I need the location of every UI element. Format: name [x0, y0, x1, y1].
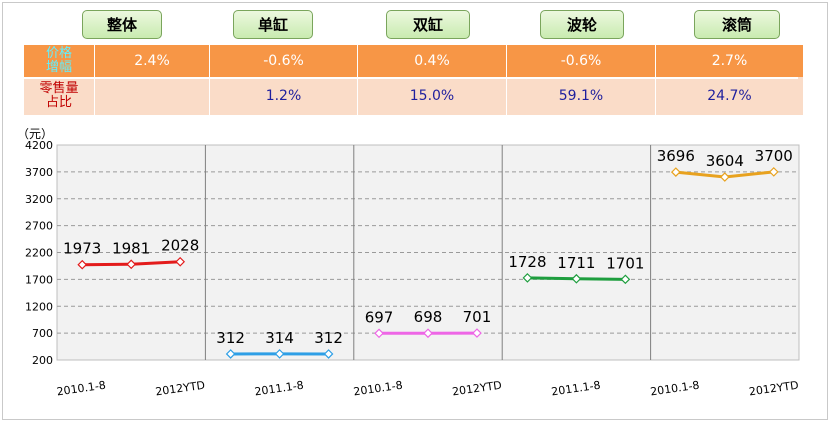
- data-label: 3696: [657, 147, 695, 165]
- data-point: [670, 167, 681, 177]
- retail-share-label-line1: 零售量: [39, 81, 79, 96]
- data-point: [126, 259, 137, 270]
- retail-share-header: 零售量 占比: [24, 77, 95, 115]
- data-point: [768, 167, 779, 177]
- price-growth-cell: -0.6%: [506, 45, 656, 77]
- data-point: [175, 256, 186, 267]
- data-point: [77, 259, 88, 270]
- data-point: [571, 273, 582, 284]
- data-label: 3604: [706, 152, 744, 170]
- price-growth-cell: 0.4%: [357, 45, 507, 77]
- data-point: [323, 349, 334, 359]
- data-label: 312: [314, 329, 343, 347]
- y-tick-label: 2700: [25, 220, 53, 233]
- data-label: 698: [414, 308, 443, 326]
- y-axis: 200 700 1200 1700 2200 2700 3200 3700 4200: [25, 139, 53, 367]
- data-point: [522, 273, 533, 283]
- x-tick-label: 2012YTD: [155, 379, 206, 399]
- price-growth-label-line2: 增幅: [45, 60, 72, 75]
- data-label: 1973: [63, 240, 101, 258]
- retail-share-cell: [94, 77, 210, 115]
- y-tick-label: 1700: [25, 273, 53, 286]
- data-point: [620, 274, 631, 285]
- data-label: 701: [463, 308, 492, 326]
- price-growth-row: 价格 增幅 2.4% -0.6% 0.4% -0.6% 2.7%: [24, 45, 803, 77]
- data-label: 312: [216, 329, 245, 347]
- data-point: [274, 349, 285, 359]
- panel-dividers: [204, 145, 652, 360]
- y-tick-label: 1200: [25, 300, 53, 313]
- y-tick-label: 4200: [25, 139, 53, 152]
- price-growth-cell: 2.7%: [655, 45, 803, 77]
- x-tick-label: 2012YTD: [748, 379, 799, 399]
- segment-button-impeller[interactable]: 波轮: [540, 10, 624, 39]
- price-growth-label-line1: 价格: [45, 46, 72, 61]
- y-tick-label: 700: [32, 327, 53, 340]
- retail-share-label-line2: 占比: [45, 95, 72, 110]
- data-point: [472, 328, 482, 338]
- x-tick-label: 2010.1-8: [649, 379, 700, 399]
- retail-share-cell: 24.7%: [655, 77, 803, 115]
- segment-button-twin-tub[interactable]: 双缸: [386, 10, 470, 39]
- data-label: 1711: [557, 254, 595, 272]
- data-label: 314: [265, 329, 294, 347]
- x-tick-label: 2011.1-8: [551, 379, 602, 399]
- data-label: 1728: [508, 253, 546, 271]
- data-point: [423, 328, 433, 339]
- segment-button-drum[interactable]: 滚筒: [694, 10, 780, 39]
- y-tick-label: 3200: [25, 193, 53, 206]
- retail-share-cell: 59.1%: [506, 77, 656, 115]
- y-axis-unit-label: （元）: [17, 127, 53, 141]
- segment-button-overall[interactable]: 整体: [82, 10, 162, 39]
- data-label: 1701: [606, 254, 644, 272]
- y-tick-label: 200: [32, 354, 53, 367]
- table-row-divider: [24, 77, 798, 79]
- stats-table: 价格 增幅 2.4% -0.6% 0.4% -0.6% 2.7% 零售量 占比 …: [24, 45, 803, 115]
- y-tick-label: 2200: [25, 247, 53, 260]
- retail-share-cell: 1.2%: [209, 77, 358, 115]
- price-growth-cell: -0.6%: [209, 45, 358, 77]
- price-growth-cell: 2.4%: [94, 45, 210, 77]
- data-label: 1981: [112, 239, 150, 257]
- x-tick-label: 2011.1-8: [254, 379, 305, 399]
- series-lines: 1973 1981 2028 312 314 312 697 698 701 1728 1711 17…: [63, 147, 793, 359]
- price-growth-header: 价格 增幅: [24, 45, 95, 77]
- x-tick-label: 2012YTD: [451, 379, 502, 399]
- data-label: 2028: [161, 237, 199, 255]
- y-tick-label: 3700: [25, 166, 53, 179]
- retail-share-cell: 15.0%: [357, 77, 507, 115]
- x-tick-label: 2010.1-8: [353, 379, 404, 399]
- x-axis: 2010.1-8 2012YTD 2011.1-8 2010.1-8 2012YTD 20…: [56, 379, 800, 399]
- x-tick-label: 2010.1-8: [56, 379, 107, 399]
- data-point: [225, 349, 236, 359]
- data-point: [374, 328, 384, 339]
- retail-share-row: 零售量 占比 1.2% 15.0% 59.1% 24.7%: [24, 77, 803, 115]
- segment-button-single-tub[interactable]: 单缸: [233, 10, 313, 39]
- data-point: [719, 172, 730, 182]
- data-label: 3700: [755, 147, 793, 165]
- data-label: 697: [365, 308, 394, 326]
